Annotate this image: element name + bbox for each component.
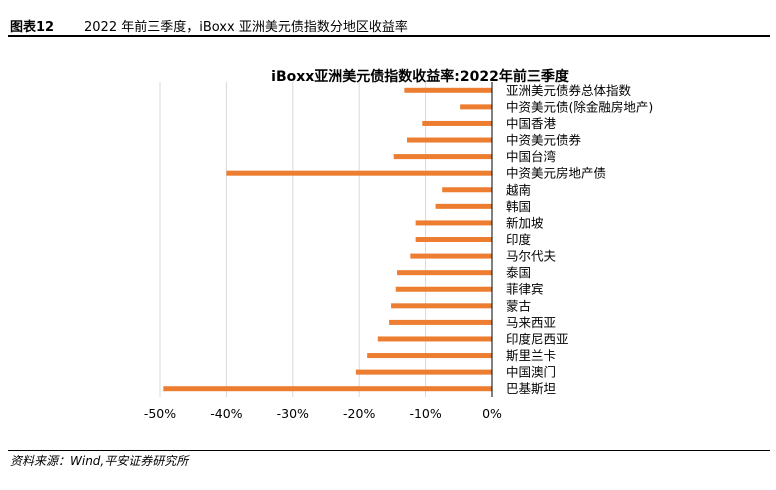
category-label-11: 泰国: [506, 265, 531, 280]
category-label-8: 新加坡: [506, 215, 544, 230]
footer-divider: [8, 450, 770, 451]
bar-14: [389, 319, 492, 325]
bar-12: [395, 286, 492, 292]
bar-0: [404, 87, 492, 93]
category-label-15: 印度尼西亚: [506, 331, 569, 346]
bar-9: [415, 237, 492, 242]
x-tick-label-1: -40%: [210, 406, 242, 421]
bar-17: [355, 369, 492, 375]
figure-title: 2022 年前三季度，iBoxx 亚洲美元债指数分地区收益率: [84, 20, 408, 35]
bar-16: [367, 353, 492, 359]
category-label-16: 斯里兰卡: [506, 348, 556, 363]
category-label-12: 菲律宾: [506, 282, 544, 297]
category-label-4: 中国台湾: [506, 149, 556, 164]
figure-header: 图表12 2022 年前三季度，iBoxx 亚洲美元债指数分地区收益率: [8, 7, 770, 37]
x-tick-label-3: -20%: [343, 406, 375, 421]
category-label-3: 中资美元债券: [506, 133, 582, 148]
bar-6: [442, 187, 492, 193]
bar-15: [377, 336, 492, 342]
category-label-0: 亚洲美元债券总体指数: [506, 83, 632, 98]
category-label-17: 中国澳门: [506, 365, 556, 380]
bar-11: [397, 270, 492, 276]
x-tick-label-5: 0%: [482, 406, 502, 421]
bar-4: [393, 154, 492, 160]
bar-8: [415, 220, 492, 226]
source-note: 资料来源：Wind,平安证券研究所: [10, 454, 189, 468]
category-label-6: 越南: [506, 182, 531, 197]
figure-number: 图表12: [10, 20, 55, 35]
bar-5: [226, 170, 492, 176]
x-tick-label-2: -30%: [277, 406, 309, 421]
bar-1: [460, 104, 492, 110]
bar-2: [422, 120, 492, 126]
chart-title: iBoxx亚洲美元债指数收益率:2022年前三季度: [271, 69, 569, 85]
category-label-1: 中资美元债(除金融房地产): [506, 99, 653, 114]
bar-18: [163, 386, 492, 392]
bar-3: [407, 137, 492, 143]
category-label-7: 韩国: [506, 199, 531, 214]
category-label-5: 中资美元房地产债: [506, 166, 606, 181]
category-label-10: 马尔代夫: [506, 249, 557, 264]
category-label-2: 中国香港: [506, 116, 557, 131]
bar-7: [435, 203, 492, 209]
category-label-13: 蒙古: [506, 298, 531, 313]
x-tick-label-0: -50%: [144, 406, 176, 421]
category-label-14: 马来西亚: [506, 315, 556, 330]
category-label-18: 巴基斯坦: [506, 381, 556, 396]
x-tick-label-4: -10%: [409, 406, 441, 421]
bar-10: [410, 253, 492, 259]
category-label-9: 印度: [506, 232, 532, 247]
bar-13: [391, 303, 492, 309]
